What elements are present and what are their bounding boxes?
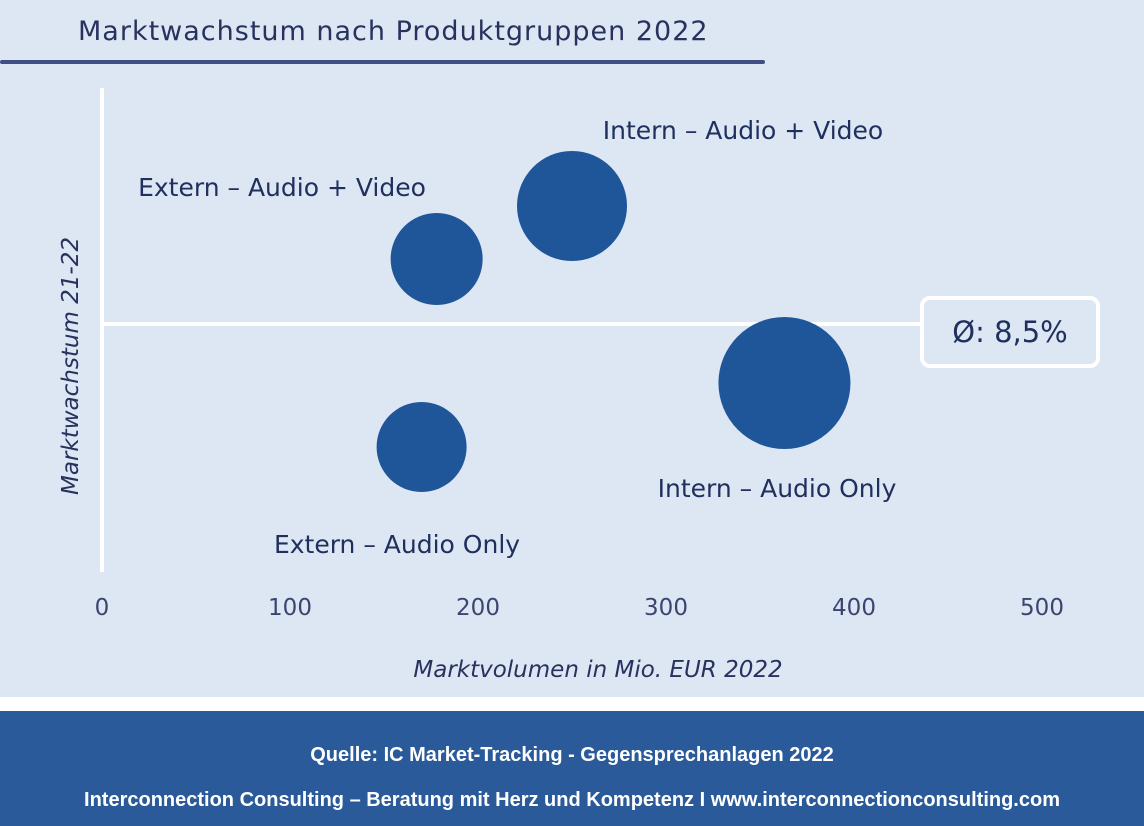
x-tick-label: 300 [644, 595, 688, 621]
x-axis-label: Marktvolumen in Mio. EUR 2022 [413, 657, 782, 683]
average-label: Ø: 8,5% [920, 296, 1100, 368]
chart-title: Marktwachstum nach Produktgruppen 2022 [78, 16, 709, 47]
footer-separator [0, 697, 1144, 711]
bubbles-group: Extern – Audio + Video Intern – Audio + V… [138, 116, 896, 559]
footer-company: Interconnection Consulting – Beratung mi… [84, 789, 1060, 811]
x-tick-label: 100 [268, 595, 312, 621]
bubble [718, 317, 851, 449]
bubble [390, 213, 483, 305]
x-tick-label: 500 [1020, 595, 1064, 621]
footer-source: Quelle: IC Market-Tracking - Gegensprech… [310, 744, 834, 766]
x-tick-label: 0 [95, 595, 110, 621]
y-axis-label: Marktwachstum 21-22 [58, 237, 84, 495]
bubble [376, 402, 467, 492]
bubble-label: Extern – Audio Only [274, 530, 520, 559]
x-ticks-group: 0 100 200 300 400 500 [95, 595, 1064, 621]
footer-banner [0, 711, 1144, 826]
bubble-label: Intern – Audio Only [658, 474, 897, 503]
x-tick-label: 400 [832, 595, 876, 621]
x-tick-label: 200 [456, 595, 500, 621]
bubble-label: Extern – Audio + Video [138, 173, 426, 202]
title-underline [0, 60, 765, 64]
bubble-chart: Extern – Audio + Video Intern – Audio + V… [58, 88, 1064, 683]
bubble [517, 151, 627, 261]
bubble-label: Intern – Audio + Video [603, 116, 883, 145]
